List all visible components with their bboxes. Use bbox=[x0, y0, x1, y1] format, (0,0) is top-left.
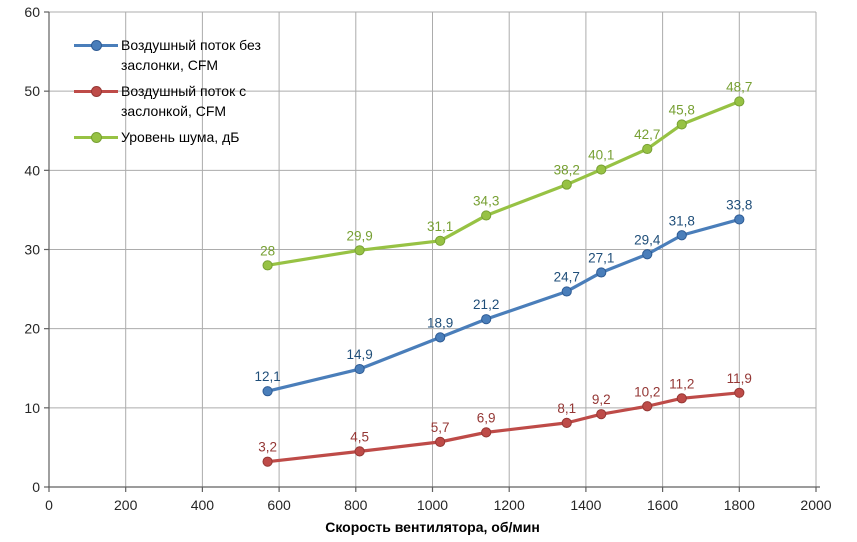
data-point-marker bbox=[262, 386, 273, 397]
legend-swatch-noise bbox=[74, 128, 118, 147]
legend-entry-airflow-damper: Воздушный поток с заслонкой, CFM bbox=[74, 82, 283, 121]
data-point-marker bbox=[676, 393, 687, 404]
data-label: 18,9 bbox=[427, 315, 453, 330]
x-tick-label: 1000 bbox=[417, 497, 448, 513]
legend-marker-icon bbox=[91, 40, 102, 51]
data-point-marker bbox=[561, 179, 572, 190]
data-label: 40,1 bbox=[588, 148, 614, 163]
data-point-marker bbox=[262, 260, 273, 271]
y-tick-label: 50 bbox=[24, 83, 40, 99]
data-point-marker bbox=[561, 417, 572, 428]
data-label: 11,9 bbox=[727, 371, 752, 386]
y-tick-label: 20 bbox=[24, 321, 40, 337]
data-label: 8,1 bbox=[557, 401, 576, 416]
x-tick-label: 2000 bbox=[800, 497, 831, 513]
x-tick-label: 600 bbox=[267, 497, 291, 513]
data-label: 45,8 bbox=[669, 102, 695, 117]
data-point-marker bbox=[435, 332, 446, 343]
y-tick-label: 10 bbox=[24, 400, 40, 416]
data-label: 33,8 bbox=[726, 197, 752, 212]
legend-entry-airflow-open: Воздушный поток без заслонки, CFM bbox=[74, 36, 283, 75]
data-label: 28 bbox=[260, 243, 275, 258]
legend-label: Воздушный поток без заслонки, CFM bbox=[121, 37, 261, 73]
data-label: 42,7 bbox=[634, 127, 660, 142]
data-label: 14,9 bbox=[346, 347, 372, 362]
data-label: 10,2 bbox=[634, 384, 660, 399]
data-point-marker bbox=[734, 214, 745, 225]
series-line-0 bbox=[265, 217, 741, 393]
data-label: 9,2 bbox=[592, 392, 611, 407]
data-point-marker bbox=[676, 119, 687, 130]
legend-marker-icon bbox=[91, 132, 102, 143]
y-tick-label: 40 bbox=[24, 162, 40, 178]
data-label: 11,2 bbox=[669, 376, 694, 391]
data-point-marker bbox=[596, 409, 607, 420]
data-label: 38,2 bbox=[554, 163, 580, 178]
x-tick-label: 1800 bbox=[724, 497, 755, 513]
legend-swatch-airflow-damper bbox=[74, 82, 118, 101]
data-point-marker bbox=[354, 446, 365, 457]
data-point-marker bbox=[596, 164, 607, 175]
data-label: 21,2 bbox=[473, 297, 499, 312]
data-point-marker bbox=[435, 235, 446, 246]
data-point-marker bbox=[481, 314, 492, 325]
x-tick-label: 0 bbox=[45, 497, 53, 513]
legend-label: Уровень шума, дБ bbox=[121, 129, 240, 145]
data-point-marker bbox=[596, 267, 607, 278]
data-point-marker bbox=[676, 230, 687, 241]
legend-marker-icon bbox=[91, 86, 102, 97]
x-tick-label: 1600 bbox=[647, 497, 678, 513]
x-tick-label: 1400 bbox=[570, 497, 601, 513]
series-line-1 bbox=[265, 391, 741, 464]
chart-legend: Воздушный поток без заслонки, CFM Воздуш… bbox=[74, 36, 283, 148]
data-label: 12,1 bbox=[254, 369, 280, 384]
y-tick-label: 0 bbox=[32, 479, 40, 495]
data-label: 31,8 bbox=[669, 213, 695, 228]
data-point-marker bbox=[561, 286, 572, 297]
data-point-marker bbox=[481, 210, 492, 221]
x-tick-label: 800 bbox=[344, 497, 368, 513]
data-label: 29,9 bbox=[346, 228, 372, 243]
data-label: 4,5 bbox=[350, 429, 369, 444]
x-tick-label: 200 bbox=[114, 497, 138, 513]
x-tick-label: 400 bbox=[191, 497, 215, 513]
data-point-marker bbox=[642, 143, 653, 155]
data-label: 24,7 bbox=[554, 269, 580, 284]
data-point-marker bbox=[734, 96, 745, 107]
legend-swatch-airflow-open bbox=[74, 36, 118, 55]
legend-entry-noise: Уровень шума, дБ bbox=[74, 128, 283, 148]
data-point-marker bbox=[354, 245, 365, 256]
legend-label: Воздушный поток с заслонкой, CFM bbox=[121, 83, 247, 119]
x-axis-title: Скорость вентилятора, об/мин bbox=[325, 519, 540, 535]
data-point-marker bbox=[354, 363, 365, 375]
data-label: 5,7 bbox=[431, 420, 450, 435]
data-label: 3,2 bbox=[258, 440, 277, 455]
x-tick-label: 1200 bbox=[494, 497, 525, 513]
data-point-marker bbox=[481, 427, 492, 438]
data-point-marker bbox=[642, 401, 653, 412]
y-tick-label: 30 bbox=[24, 242, 40, 258]
data-label: 27,1 bbox=[588, 250, 614, 265]
data-point-marker bbox=[734, 387, 745, 398]
data-point-marker bbox=[642, 249, 653, 260]
data-label: 6,9 bbox=[477, 410, 496, 425]
data-label: 34,3 bbox=[473, 193, 499, 208]
data-point-marker bbox=[435, 436, 446, 447]
y-tick-label: 60 bbox=[24, 4, 40, 20]
data-point-marker bbox=[262, 456, 273, 467]
data-label: 48,7 bbox=[726, 79, 752, 94]
data-label: 29,4 bbox=[634, 232, 661, 247]
data-label: 31,1 bbox=[427, 219, 453, 234]
